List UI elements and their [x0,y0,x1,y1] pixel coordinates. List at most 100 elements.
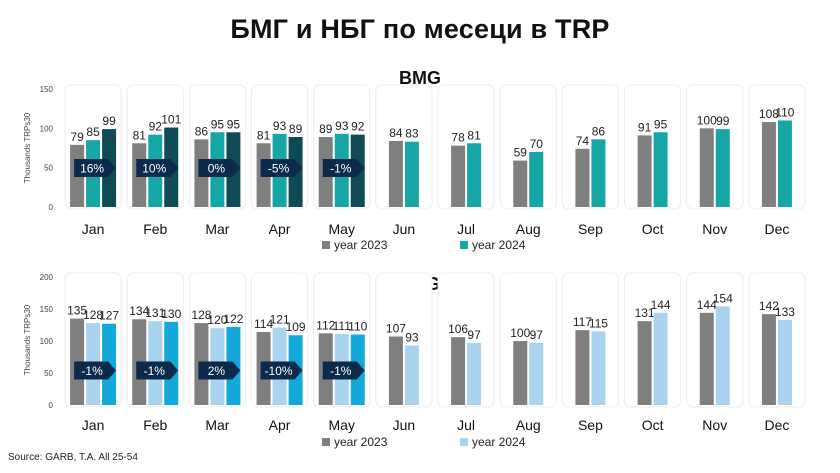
y-tick-label-0-3: 150 [40,85,54,94]
data-label-1-5-1: 93 [405,330,419,344]
data-label-0-1-2: 101 [161,113,181,127]
month-panel-0-9 [624,84,682,210]
panel-title-0: BMG [399,68,441,88]
change-badge-label-1-0: -1% [81,364,103,378]
bar-1-7-1 [529,342,544,405]
data-label-1-6-1: 97 [467,328,481,342]
change-badge-1-0 [74,361,117,380]
y-tick-label-1-4: 200 [40,273,54,282]
category-label-1-2: Mar [205,417,229,433]
bar-1-5-0 [388,336,403,405]
category-label-1-4: May [329,417,355,433]
data-label-0-0-0: 79 [70,130,84,144]
data-label-0-4-0: 89 [319,122,333,136]
legend-swatch-1-0 [322,438,330,446]
change-badge-label-0-2: 0% [208,162,226,176]
legend-label-0-0: year 2023 [334,238,388,252]
bar-0-8-0 [575,148,590,207]
category-label-1-10: Nov [702,417,727,433]
change-badge-1-1 [136,361,179,380]
data-label-0-7-0: 59 [514,146,528,160]
month-panel-0-11 [748,84,806,210]
change-badge-label-1-1: -1% [144,364,166,378]
legend-swatch-0-1 [460,241,468,249]
category-label-0-1: Feb [143,221,167,237]
bar-0-11-1 [777,120,792,207]
data-label-1-0-2: 127 [99,309,119,323]
data-label-1-4-2: 110 [348,320,367,334]
y-tick-label-0-2: 100 [40,124,54,133]
bar-0-11-0 [761,122,776,207]
bar-0-9-0 [637,135,652,207]
month-panel-0-5 [375,84,433,210]
data-label-0-2-2: 95 [227,117,241,131]
legend-label-1-1: year 2024 [472,435,526,449]
data-label-0-6-0: 78 [451,131,465,145]
change-badge-0-1 [136,159,179,178]
bar-0-10-1 [715,129,730,207]
category-label-0-3: Apr [269,221,291,237]
data-label-0-0-2: 99 [102,114,116,128]
data-label-1-4-0: 112 [316,318,335,332]
category-label-1-3: Apr [269,417,291,433]
category-label-0-4: May [329,221,355,237]
change-badge-label-1-4: -1% [330,364,352,378]
data-label-1-8-1: 115 [589,316,608,330]
category-label-1-11: Dec [764,417,789,433]
change-badge-1-4 [322,361,365,380]
data-label-0-3-0: 81 [257,128,271,142]
category-label-0-10: Nov [702,221,727,237]
data-label-0-1-0: 81 [133,128,147,142]
bar-0-5-0 [388,140,403,207]
bar-1-6-1 [467,342,482,405]
data-label-1-10-0: 144 [697,298,717,312]
data-label-1-3-2: 109 [286,320,306,334]
bar-1-6-0 [451,337,466,405]
change-badge-0-2 [198,159,241,178]
y-axis-label-1: Thousands TRPs30 [23,304,32,375]
data-label-1-1-2: 130 [161,307,181,321]
data-label-0-11-0: 108 [759,107,779,121]
data-label-0-9-1: 95 [654,117,668,131]
bar-1-7-0 [513,341,528,405]
data-label-1-2-0: 128 [191,308,211,322]
data-label-1-3-0: 114 [254,317,273,331]
y-tick-label-1-2: 100 [40,337,54,346]
month-panel-0-6 [437,84,495,210]
change-badge-label-0-1: 10% [142,162,166,176]
data-label-1-1-1: 131 [145,306,165,320]
bar-0-5-1 [404,141,419,207]
month-panel-1-9 [624,272,682,408]
data-label-1-2-2: 122 [223,312,243,326]
category-label-0-9: Oct [642,221,664,237]
change-badge-0-0 [74,159,117,178]
data-label-0-3-1: 93 [273,119,287,133]
data-label-0-8-1: 86 [592,124,606,138]
category-label-1-1: Feb [143,417,167,433]
y-tick-label-0-1: 50 [44,164,53,173]
bar-1-11-1 [777,319,792,405]
source-note: Source: GARB, T.A. All 25-54 [8,452,138,463]
data-label-0-4-1: 93 [335,119,349,133]
bar-0-6-1 [467,143,482,207]
data-label-0-3-2: 89 [289,122,303,136]
data-label-1-9-1: 144 [651,298,671,312]
bar-1-10-1 [715,306,730,405]
bar-1-8-0 [575,330,590,405]
data-label-1-4-1: 111 [333,319,352,333]
data-label-0-4-2: 92 [351,120,365,134]
data-label-1-7-0: 100 [510,326,530,340]
category-label-0-7: Aug [516,221,541,237]
y-tick-label-1-1: 50 [44,369,53,378]
category-label-1-9: Oct [642,417,664,433]
bar-1-9-1 [653,312,668,405]
data-label-1-7-1: 97 [530,328,544,342]
category-label-1-7: Aug [516,417,541,433]
data-label-0-10-1: 99 [716,114,730,128]
main-title: БМГ и НБГ по месеци в TRP [230,14,610,44]
bar-1-10-0 [699,312,714,405]
data-label-0-0-1: 85 [86,125,100,139]
category-label-0-11: Dec [764,221,789,237]
data-label-0-11-1: 110 [775,105,794,119]
